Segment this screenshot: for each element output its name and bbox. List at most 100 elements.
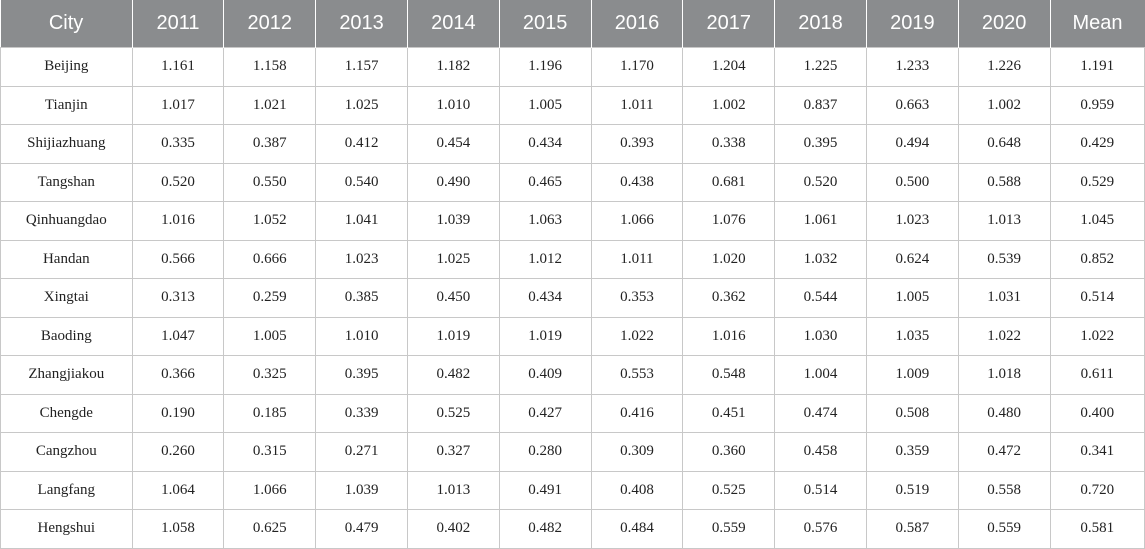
year-value-cell: 1.011 [590, 239, 684, 279]
year-value-cell: 0.360 [682, 432, 776, 472]
year-value-cell: 0.416 [590, 393, 684, 433]
year-value-cell: 0.494 [865, 124, 959, 164]
mean-value-cell: 1.022 [1049, 316, 1145, 356]
year-value-cell: 0.434 [498, 278, 592, 318]
year-value-cell: 0.260 [131, 432, 225, 472]
column-header-2014: 2014 [407, 0, 500, 48]
year-value-cell: 0.271 [315, 432, 408, 472]
year-value-cell: 0.465 [498, 162, 592, 202]
table-row: Xingtai 0.313 0.259 0.385 0.450 0.434 0.353 0.3… [0, 278, 1145, 318]
year-value-cell: 1.011 [590, 85, 684, 125]
year-value-cell: 1.158 [223, 47, 317, 87]
city-name-cell: Langfang [0, 470, 133, 510]
year-value-cell: 1.005 [865, 278, 959, 318]
mean-value-cell: 0.514 [1049, 278, 1145, 318]
mean-value-cell: 1.191 [1049, 47, 1145, 87]
column-header-2011: 2011 [132, 0, 225, 48]
year-value-cell: 1.016 [131, 201, 225, 241]
year-value-cell: 0.520 [131, 162, 225, 202]
year-value-cell: 1.018 [957, 355, 1051, 395]
year-value-cell: 0.540 [315, 162, 408, 202]
year-value-cell: 0.450 [406, 278, 500, 318]
year-value-cell: 0.559 [682, 509, 776, 549]
year-value-cell: 1.063 [498, 201, 592, 241]
year-value-cell: 0.458 [774, 432, 867, 472]
year-value-cell: 0.559 [957, 509, 1051, 549]
year-value-cell: 1.019 [406, 316, 500, 356]
mean-value-cell: 0.400 [1049, 393, 1145, 433]
column-header-2012: 2012 [223, 0, 317, 48]
year-value-cell: 1.019 [498, 316, 592, 356]
year-value-cell: 1.004 [774, 355, 867, 395]
year-value-cell: 0.387 [223, 124, 317, 164]
year-value-cell: 0.624 [865, 239, 959, 279]
year-value-cell: 1.170 [590, 47, 684, 87]
year-value-cell: 0.315 [223, 432, 317, 472]
year-value-cell: 1.157 [315, 47, 408, 87]
year-value-cell: 1.041 [315, 201, 408, 241]
table-row: Chengde 0.190 0.185 0.339 0.525 0.427 0.416 0.4… [0, 393, 1145, 433]
column-header-2018: 2018 [774, 0, 867, 48]
table-row: Handan 0.566 0.666 1.023 1.025 1.012 1.011 1.02… [0, 239, 1145, 279]
year-value-cell: 0.362 [682, 278, 776, 318]
year-value-cell: 1.016 [682, 316, 776, 356]
mean-value-cell: 0.581 [1049, 509, 1145, 549]
year-value-cell: 0.625 [223, 509, 317, 549]
year-value-cell: 0.587 [865, 509, 959, 549]
year-value-cell: 0.550 [223, 162, 317, 202]
year-value-cell: 1.010 [406, 85, 500, 125]
column-header-2015: 2015 [499, 0, 592, 48]
year-value-cell: 0.393 [590, 124, 684, 164]
city-name-cell: Tangshan [0, 162, 133, 202]
year-value-cell: 0.519 [865, 470, 959, 510]
year-value-cell: 1.182 [406, 47, 500, 87]
year-value-cell: 1.010 [315, 316, 408, 356]
year-value-cell: 0.525 [682, 470, 776, 510]
table-header: City 2011 2012 2013 2014 2015 2016 2017 … [0, 0, 1145, 48]
year-value-cell: 1.022 [590, 316, 684, 356]
column-header-mean: Mean [1050, 0, 1145, 48]
year-value-cell: 0.648 [957, 124, 1051, 164]
table-row: Baoding 1.047 1.005 1.010 1.019 1.019 1.022 1.0… [0, 316, 1145, 356]
city-name-cell: Handan [0, 239, 133, 279]
year-value-cell: 1.002 [957, 85, 1051, 125]
mean-value-cell: 1.045 [1049, 201, 1145, 241]
year-value-cell: 1.002 [682, 85, 776, 125]
year-value-cell: 0.395 [315, 355, 408, 395]
year-value-cell: 1.025 [315, 85, 408, 125]
year-value-cell: 0.490 [406, 162, 500, 202]
year-value-cell: 0.663 [865, 85, 959, 125]
column-header-2019: 2019 [866, 0, 959, 48]
year-value-cell: 1.031 [957, 278, 1051, 318]
year-value-cell: 0.482 [406, 355, 500, 395]
table-row: Hengshui 1.058 0.625 0.479 0.402 0.482 0.484 0.… [0, 509, 1145, 549]
year-value-cell: 0.280 [498, 432, 592, 472]
year-value-cell: 0.190 [131, 393, 225, 433]
year-value-cell: 1.233 [865, 47, 959, 87]
year-value-cell: 0.576 [774, 509, 867, 549]
table-row: Cangzhou 0.260 0.315 0.271 0.327 0.280 0.309 0.… [0, 432, 1145, 472]
mean-value-cell: 0.720 [1049, 470, 1145, 510]
city-name-cell: Chengde [0, 393, 133, 433]
year-value-cell: 0.480 [957, 393, 1051, 433]
city-name-cell: Beijing [0, 47, 133, 87]
column-header-2020: 2020 [958, 0, 1051, 48]
year-value-cell: 0.427 [498, 393, 592, 433]
table-row: Zhangjiakou 0.366 0.325 0.395 0.482 0.409 0.55… [0, 355, 1145, 395]
year-value-cell: 0.359 [865, 432, 959, 472]
year-value-cell: 0.525 [406, 393, 500, 433]
mean-value-cell: 0.611 [1049, 355, 1145, 395]
year-value-cell: 0.339 [315, 393, 408, 433]
year-value-cell: 0.408 [590, 470, 684, 510]
column-header-2013: 2013 [315, 0, 408, 48]
year-value-cell: 1.035 [865, 316, 959, 356]
mean-value-cell: 0.341 [1049, 432, 1145, 472]
year-value-cell: 0.837 [774, 85, 867, 125]
year-value-cell: 1.013 [957, 201, 1051, 241]
year-value-cell: 0.409 [498, 355, 592, 395]
year-value-cell: 0.484 [590, 509, 684, 549]
header-row: City 2011 2012 2013 2014 2015 2016 2017 … [0, 0, 1145, 48]
city-name-cell: Qinhuangdao [0, 201, 133, 241]
city-name-cell: Hengshui [0, 509, 133, 549]
year-value-cell: 1.012 [498, 239, 592, 279]
